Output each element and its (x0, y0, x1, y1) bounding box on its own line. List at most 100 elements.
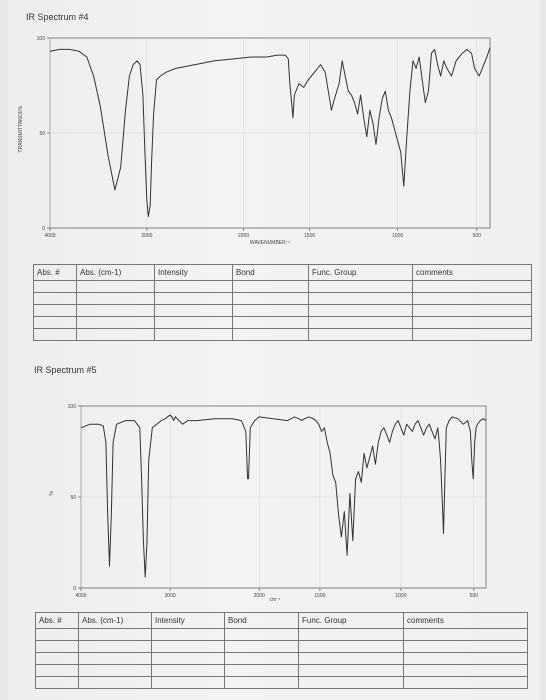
table-cell[interactable] (308, 304, 413, 317)
spectrum4-chart: 100 50 0 4000 3000 2000 1500 1000 500 TRANSMITTAN… (18, 30, 540, 254)
table-cell[interactable] (154, 316, 233, 329)
table5-header-comments: comments (403, 612, 528, 629)
y-tick-label: 100 (68, 404, 77, 410)
table5-header-abs-cm: Abs. (cm-1) (78, 612, 152, 629)
worksheet-page: IR Spectrum #4 100 50 0 4000 3000 2000 1500 100… (8, 0, 540, 700)
table-cell[interactable] (224, 664, 299, 677)
table4: Abs. # Abs. (cm-1) Intensity Bond Func. … (33, 264, 532, 341)
table-cell[interactable] (151, 640, 225, 653)
table-cell[interactable] (403, 664, 528, 677)
table5: Abs. # Abs. (cm-1) Intensity Bond Func. … (35, 612, 528, 689)
table-cell[interactable] (224, 676, 299, 689)
y-tick-label: 0 (42, 226, 45, 232)
y-tick-label: 50 (70, 495, 76, 501)
table-cell[interactable] (232, 316, 309, 329)
table-cell[interactable] (403, 652, 528, 665)
table-cell[interactable] (298, 628, 404, 641)
table-cell[interactable] (308, 292, 413, 305)
x-tick-label: 500 (473, 233, 482, 239)
table-row (33, 292, 532, 305)
table4-header-comments: comments (412, 264, 532, 281)
table5-header-func-group: Func. Group (298, 612, 404, 629)
table-cell[interactable] (298, 652, 404, 665)
table-cell[interactable] (78, 652, 152, 665)
table-cell[interactable] (298, 676, 404, 689)
table-cell[interactable] (151, 676, 225, 689)
spectrum4-title: IR Spectrum #4 (26, 12, 89, 22)
table-cell[interactable] (35, 676, 79, 689)
table-cell[interactable] (76, 292, 155, 305)
table-cell[interactable] (403, 628, 528, 641)
table-cell[interactable] (298, 640, 404, 653)
table-cell[interactable] (33, 316, 77, 329)
table-cell[interactable] (232, 292, 309, 305)
x-axis-label: cm⁻¹ (270, 597, 281, 603)
y-tick-label: 0 (73, 586, 76, 592)
table-cell[interactable] (33, 304, 77, 317)
spectrum5-chart: 100 50 0 4000 3000 2000 1500 1000 500% cm⁻¹ (49, 398, 493, 610)
table-cell[interactable] (76, 316, 155, 329)
table-cell[interactable] (151, 652, 225, 665)
table-cell[interactable] (403, 676, 528, 689)
table-cell[interactable] (33, 280, 77, 293)
table-cell[interactable] (232, 328, 309, 341)
x-tick-label: 1000 (395, 593, 406, 599)
table-cell[interactable] (78, 628, 152, 641)
table-cell[interactable] (154, 292, 233, 305)
table-cell[interactable] (33, 328, 77, 341)
x-tick-label: 2000 (238, 233, 249, 239)
table4-header-bond: Bond (232, 264, 309, 281)
table-cell[interactable] (78, 676, 152, 689)
table-cell[interactable] (232, 280, 309, 293)
table-row (35, 628, 528, 641)
table-cell[interactable] (224, 628, 299, 641)
table-cell[interactable] (76, 280, 155, 293)
table-cell[interactable] (412, 304, 532, 317)
table-cell[interactable] (35, 640, 79, 653)
table-cell[interactable] (298, 664, 404, 677)
y-tick-label: 50 (39, 131, 45, 137)
table4-header-abs-cm: Abs. (cm-1) (76, 264, 155, 281)
table-cell[interactable] (308, 328, 413, 341)
table-cell[interactable] (154, 328, 233, 341)
table4-header-intensity: Intensity (154, 264, 233, 281)
table-cell[interactable] (151, 664, 225, 677)
table-cell[interactable] (224, 652, 299, 665)
table-cell[interactable] (154, 304, 233, 317)
table-cell[interactable] (308, 280, 413, 293)
table-cell[interactable] (412, 316, 532, 329)
x-axis-label: WAVENUMBER⁻¹ (250, 240, 290, 246)
table-cell[interactable] (224, 640, 299, 653)
table-cell[interactable] (76, 328, 155, 341)
table-cell[interactable] (232, 304, 309, 317)
table5-header-abs-num: Abs. # (35, 612, 79, 629)
table-row (35, 664, 528, 677)
table-cell[interactable] (35, 664, 79, 677)
table-cell[interactable] (412, 328, 532, 341)
x-tick-label: 1500 (304, 233, 315, 239)
table-cell[interactable] (78, 664, 152, 677)
spectrum5-title: IR Spectrum #5 (34, 365, 97, 375)
x-tick-label: 3000 (165, 593, 176, 599)
table-cell[interactable] (151, 628, 225, 641)
y-tick-label: 100 (37, 36, 46, 42)
table-cell[interactable] (76, 304, 155, 317)
table-cell[interactable] (412, 292, 532, 305)
table-cell[interactable] (33, 292, 77, 305)
table5-header-row: Abs. # Abs. (cm-1) Intensity Bond Func. … (35, 612, 528, 629)
table-cell[interactable] (412, 280, 532, 293)
table-cell[interactable] (78, 640, 152, 653)
table5-header-intensity: Intensity (151, 612, 225, 629)
table-cell[interactable] (308, 316, 413, 329)
table4-header-func-group: Func. Group (308, 264, 413, 281)
table-cell[interactable] (403, 640, 528, 653)
y-axis-label: % (49, 491, 55, 496)
table-row (35, 640, 528, 653)
table-row (33, 280, 532, 293)
table-cell[interactable] (154, 280, 233, 293)
x-tick-label: 4000 (44, 233, 55, 239)
table-cell[interactable] (35, 628, 79, 641)
table-cell[interactable] (35, 652, 79, 665)
table5-header-bond: Bond (224, 612, 299, 629)
